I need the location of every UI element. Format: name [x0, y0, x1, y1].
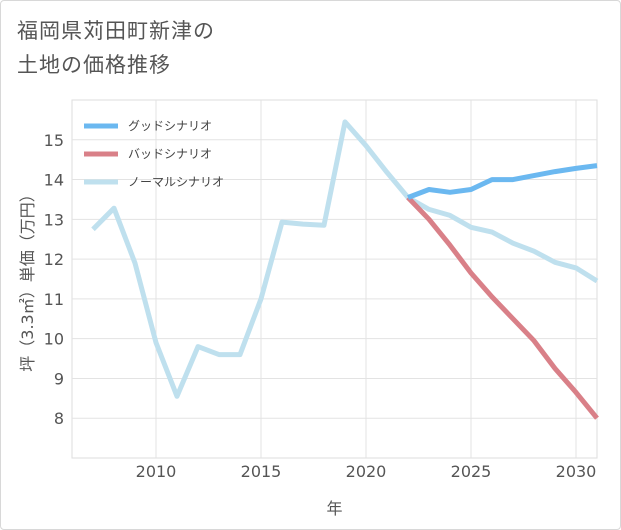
y-tick-label: 14: [44, 171, 64, 190]
x-tick-label: 2020: [346, 462, 387, 481]
y-axis-label: 坪（3.3㎡）単価（万円）: [18, 186, 37, 371]
series-line-0: [407, 163, 598, 200]
y-tick-label: 12: [44, 250, 64, 269]
legend-label-0: グッドシナリオ: [128, 119, 212, 133]
x-tick-label: 2015: [241, 462, 282, 481]
legend-label-2: ノーマルシナリオ: [128, 175, 224, 189]
series-line-2: [91, 119, 599, 399]
y-tick-label: 9: [54, 369, 64, 388]
x-axis-label: 年: [326, 499, 342, 518]
y-tick-label: 13: [44, 210, 64, 229]
page-title: 福岡県苅田町新津の 土地の価格推移: [17, 14, 437, 82]
title-line-1: 福岡県苅田町新津の: [17, 19, 215, 43]
y-tick-label: 15: [44, 131, 64, 150]
y-tick-label: 10: [44, 330, 64, 349]
y-tick-label: 8: [54, 409, 64, 428]
series-layer: [91, 119, 599, 420]
x-tick-label: 2030: [556, 462, 597, 481]
plot-border: [71, 99, 598, 459]
x-tick-label: 2025: [451, 462, 492, 481]
y-tick-label: 11: [44, 290, 64, 309]
x-tick-label: 2010: [136, 462, 177, 481]
title-line-2: 土地の価格推移: [17, 53, 171, 77]
series-line-1: [406, 195, 599, 420]
x-axis-ticks: 2010 2015 2020 2025 2030: [136, 462, 597, 481]
legend-label-1: バッドシナリオ: [128, 147, 212, 161]
y-axis-ticks: 8 9 10 11 12 13 14 15: [44, 131, 64, 428]
plot-area: [71, 99, 598, 459]
